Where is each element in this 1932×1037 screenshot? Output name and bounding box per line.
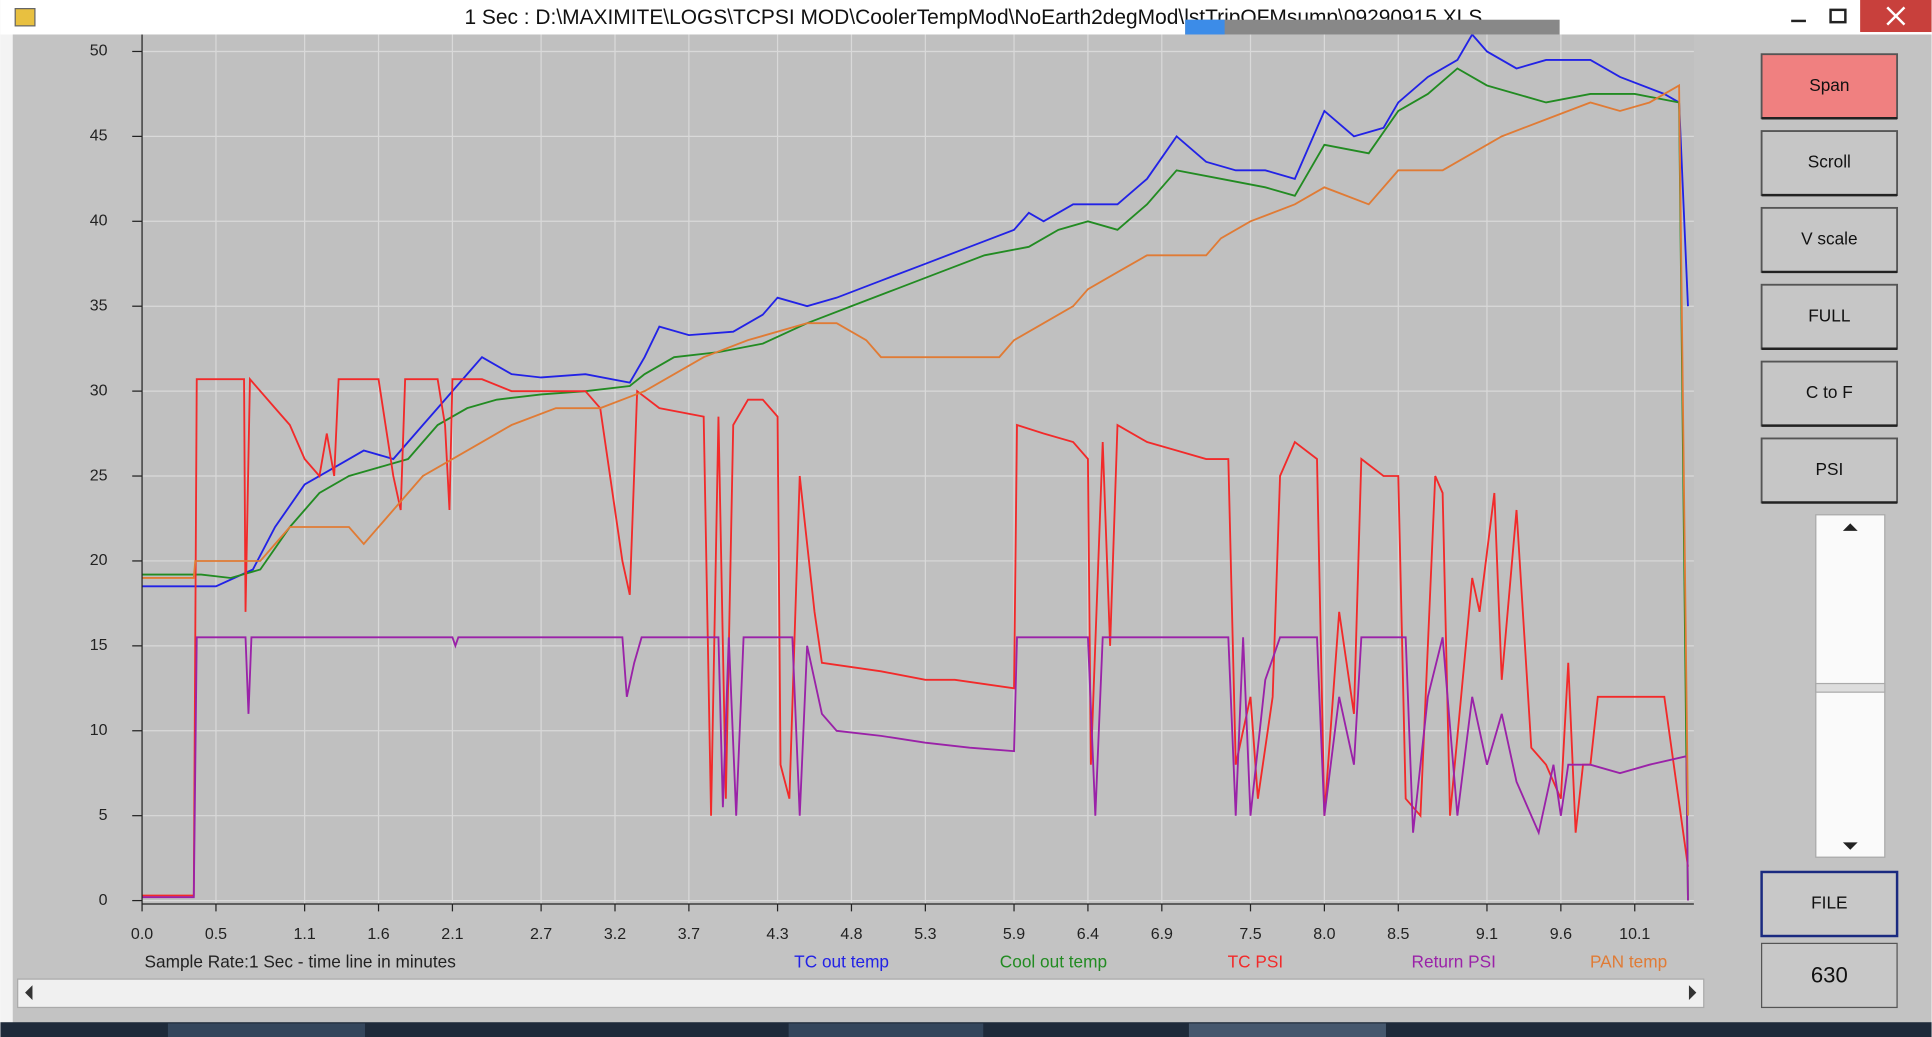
y-tick-label: 45 (90, 128, 108, 145)
panel-button[interactable] (1760, 53, 1899, 120)
data-line (142, 34, 1689, 588)
x-tick-label: 8.5 (1387, 926, 1409, 943)
file-button[interactable] (1760, 870, 1899, 938)
y-tick-label: 30 (90, 382, 108, 399)
scroll-right[interactable] (1688, 985, 1697, 1001)
file-button-label: FILE (1811, 893, 1847, 913)
panel-button-label: FULL (1808, 305, 1851, 325)
x-tick-label: 8.0 (1313, 926, 1335, 943)
x-tick-label: 7.5 (1239, 926, 1261, 943)
scroll-left[interactable] (25, 985, 33, 1001)
x-tick-label: 1.1 (294, 926, 316, 943)
panel-button-label: Span (1809, 75, 1849, 95)
x-tick-label: 6.4 (1077, 926, 1099, 943)
scroll-thumb[interactable] (1815, 682, 1886, 693)
legend-entry: PAN temp (1590, 952, 1667, 972)
data-line (142, 83, 1689, 816)
restore-button[interactable] (1829, 8, 1847, 24)
y-tick-label: 10 (90, 722, 108, 739)
x-tick-label: 0.0 (131, 926, 153, 943)
y-tick-label: 15 (90, 637, 108, 654)
plot-area (142, 34, 1694, 904)
count-display-text: 630 (1811, 963, 1848, 988)
legend-entry: Cool out temp (1000, 952, 1107, 972)
x-tick-label: 2.7 (530, 926, 552, 943)
h-scrollbar[interactable] (17, 978, 1705, 1009)
y-tick-label: 5 (99, 807, 108, 824)
panel-button-label: C to F (1806, 382, 1853, 402)
panel-button[interactable] (1760, 206, 1899, 273)
x-tick-label: 9.1 (1476, 926, 1498, 943)
window-border (0, 0, 13, 1037)
legend-entry: TC PSI (1228, 952, 1284, 972)
count-display (1760, 942, 1898, 1009)
y-tick-label: 35 (90, 297, 108, 314)
x-tick-label: 5.3 (914, 926, 936, 943)
data-line (142, 376, 1689, 897)
x-tick-label: 3.7 (678, 926, 700, 943)
taskbar-item (1188, 1023, 1386, 1037)
taskbar-item (788, 1023, 984, 1037)
x-tick-label: 4.3 (766, 926, 788, 943)
panel-button[interactable] (1760, 283, 1899, 350)
y-tick-label: 25 (90, 467, 108, 484)
panel-button-label: PSI (1815, 459, 1843, 479)
data-line (142, 636, 1689, 901)
x-tick-label: 3.2 (604, 926, 626, 943)
panel-button-label: V scale (1801, 228, 1858, 248)
panel-button[interactable] (1760, 437, 1899, 504)
taskbar-item (167, 1023, 365, 1037)
x-tick-label: 2.1 (441, 926, 463, 943)
legend-entry: Return PSI (1412, 952, 1496, 972)
app-icon (14, 8, 36, 27)
legend-entry: TC out temp (794, 952, 889, 972)
y-tick-label: 20 (90, 552, 108, 569)
y-tick-label: 0 (99, 892, 108, 909)
x-tick-label: 5.9 (1003, 926, 1025, 943)
y-tick-label: 40 (90, 213, 108, 230)
x-tick-label: 6.9 (1151, 926, 1173, 943)
x-tick-label: 4.8 (840, 926, 862, 943)
scroll-up[interactable] (1842, 523, 1858, 531)
y-tick-label: 50 (90, 43, 108, 60)
x-tick-label: 10.1 (1619, 926, 1650, 943)
data-line (142, 67, 1689, 901)
progress-bar (1185, 19, 1560, 35)
panel-button[interactable] (1760, 130, 1899, 197)
x-tick-label: 9.6 (1550, 926, 1572, 943)
panel-button[interactable] (1760, 360, 1899, 427)
close-icon (1886, 6, 1906, 26)
scroll-down[interactable] (1842, 842, 1858, 850)
panel-button-label: Scroll (1808, 152, 1851, 172)
x-tick-label: 1.6 (367, 926, 389, 943)
x-axis-label: Sample Rate:1 Sec - time line in minutes (145, 952, 456, 972)
progress-fill (1185, 19, 1225, 35)
x-tick-label: 0.5 (205, 926, 227, 943)
title-bar (0, 0, 1932, 35)
